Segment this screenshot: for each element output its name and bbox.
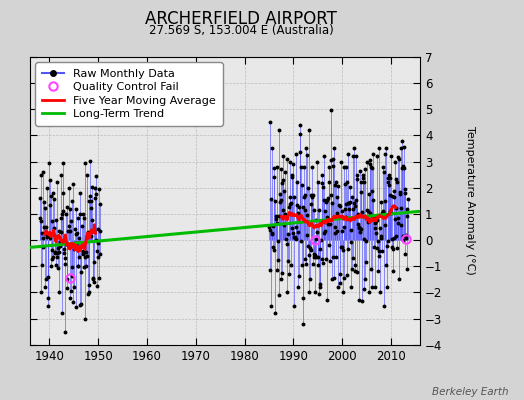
Text: ARCHERFIELD AIRPORT: ARCHERFIELD AIRPORT bbox=[145, 10, 337, 28]
Text: Berkeley Earth: Berkeley Earth bbox=[432, 387, 508, 397]
Legend: Raw Monthly Data, Quality Control Fail, Five Year Moving Average, Long-Term Tren: Raw Monthly Data, Quality Control Fail, … bbox=[36, 62, 223, 126]
Y-axis label: Temperature Anomaly (°C): Temperature Anomaly (°C) bbox=[465, 126, 475, 275]
Text: 27.569 S, 153.004 E (Australia): 27.569 S, 153.004 E (Australia) bbox=[149, 24, 333, 37]
